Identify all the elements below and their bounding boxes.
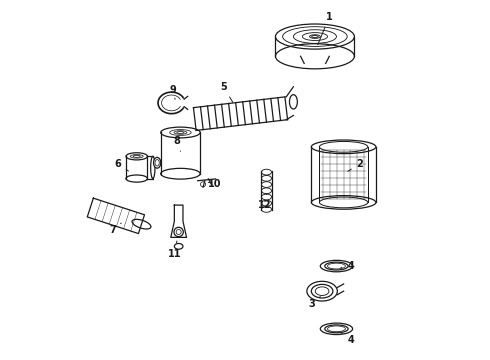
Text: 11: 11 [169, 241, 182, 258]
Text: 5: 5 [220, 82, 233, 102]
Text: 9: 9 [170, 85, 177, 99]
Ellipse shape [126, 153, 147, 160]
Text: 1: 1 [318, 12, 333, 45]
Ellipse shape [319, 141, 368, 152]
Ellipse shape [153, 157, 161, 168]
Ellipse shape [151, 156, 155, 179]
Ellipse shape [312, 36, 318, 38]
Text: 4: 4 [341, 261, 354, 271]
Text: 8: 8 [173, 136, 180, 151]
Ellipse shape [311, 140, 376, 154]
Text: 12: 12 [258, 194, 271, 210]
Ellipse shape [132, 219, 151, 229]
Ellipse shape [161, 127, 200, 138]
Text: 10: 10 [208, 179, 221, 189]
Text: 4: 4 [341, 332, 354, 345]
Text: 7: 7 [109, 223, 122, 235]
Text: 6: 6 [114, 159, 128, 171]
Text: 2: 2 [348, 159, 363, 171]
Text: 3: 3 [308, 297, 320, 309]
